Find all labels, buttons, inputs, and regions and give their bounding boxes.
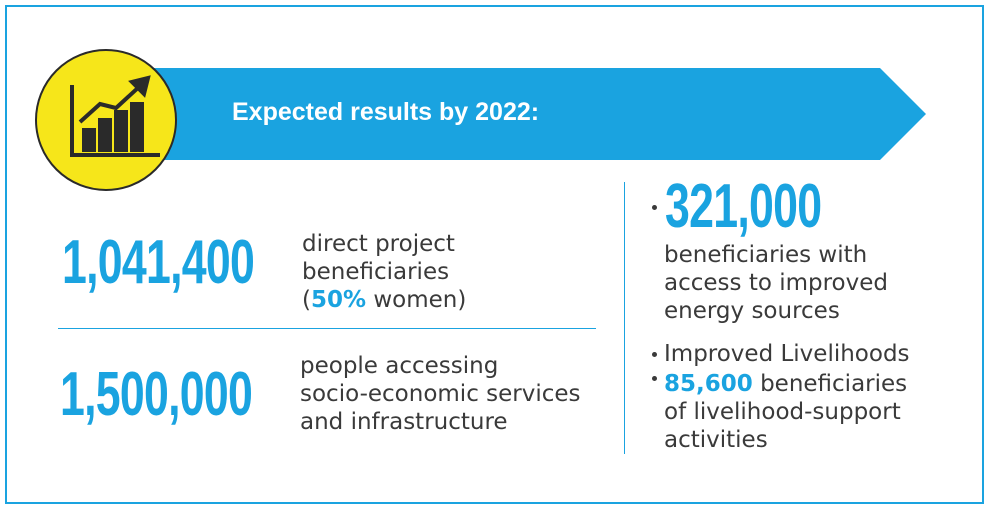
big-number: 1,500,000 [60,360,253,429]
big-number: 1,041,400 [62,228,255,297]
banner-arrow [95,68,926,160]
line: beneficiaries [302,259,450,285]
bullet [652,352,657,357]
text: women) [366,287,467,313]
line: socio-economic services [300,381,581,407]
bullet-text: 85,600 beneficiaries of livelihood-suppo… [664,370,907,454]
banner-title: Expected results by 2022: [232,98,540,126]
chart-icon [70,75,160,157]
bullet [652,376,657,381]
line: of livelihood-support [664,399,901,425]
divider [624,182,625,454]
line: activities [664,427,768,453]
line: access to improved [664,270,888,296]
text: ( [302,287,311,313]
line: energy sources [664,298,840,324]
line: 85,600 beneficiaries [664,370,907,398]
bullet [652,205,657,210]
description: people accessing socio-economic services… [300,352,581,436]
big-number: 321,000 [665,172,822,241]
highlight: 50% [310,287,367,313]
bullet-text: Improved Livelihoods [664,341,910,367]
note: (50% women) [302,286,466,314]
text: beneficiaries [752,371,908,397]
description: direct project beneficiaries (50% women) [302,230,466,314]
line: people accessing [300,353,499,379]
line: beneficiaries with [664,242,868,268]
highlight: 85,600 [664,371,753,397]
frame [5,5,984,504]
line: and infrastructure [300,409,508,435]
description: beneficiaries with access to improved en… [664,241,888,325]
line: direct project [302,231,455,257]
divider [58,328,596,329]
